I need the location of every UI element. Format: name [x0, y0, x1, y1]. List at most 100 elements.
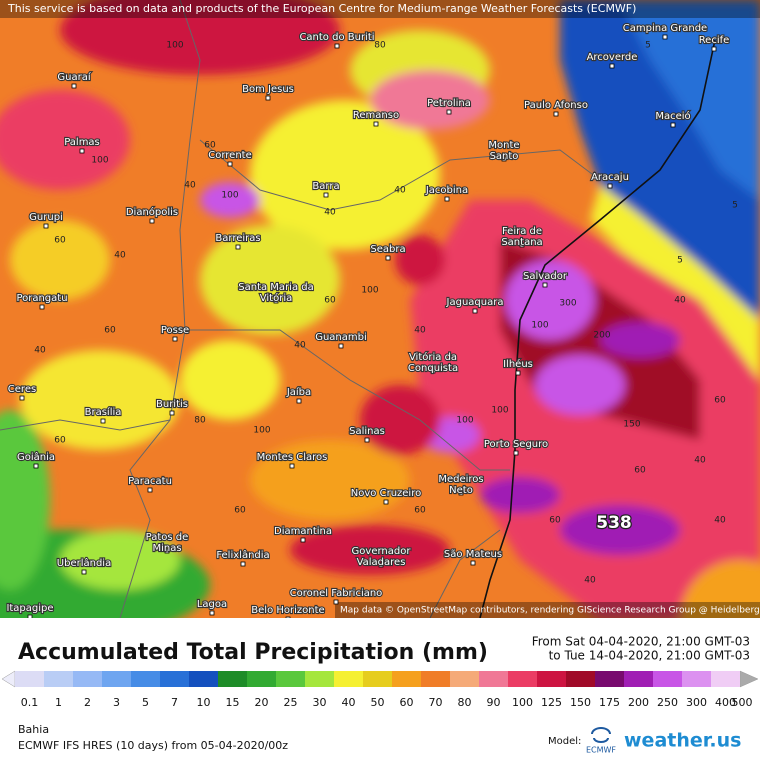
scale-label: 7	[171, 696, 178, 709]
field	[505, 260, 595, 340]
contour-label: 40	[324, 208, 336, 218]
city-label: Medeiros Neto	[438, 474, 483, 496]
city-dot	[458, 490, 464, 496]
contour-label: 100	[91, 156, 108, 166]
city-label: Campina Grande	[623, 23, 707, 34]
field	[680, 560, 760, 618]
color-scale: 0.1 1 2 3 5 7 10 15 20 25 30 40 50 60 70 80 90 100 125 150 1…	[15, 671, 753, 709]
city-dot	[670, 122, 676, 128]
contour-label: 60	[54, 436, 66, 446]
contour-label: 60	[204, 141, 216, 151]
city-dot	[364, 437, 370, 443]
city-dot	[513, 450, 519, 456]
city-dot	[43, 223, 49, 229]
period-start: From Sat 04-04-2020, 21:00 GMT-03	[532, 635, 750, 649]
scale-box	[102, 671, 131, 687]
city-label: Jaguaquara	[446, 297, 504, 308]
field	[60, 530, 180, 590]
contour-label: 40	[584, 576, 596, 586]
scale-box	[218, 671, 247, 687]
city-dot	[334, 43, 340, 49]
city-label: Coronel Fabriciano	[290, 588, 383, 599]
contour-label: 40	[394, 186, 406, 196]
contour-label: 80	[374, 41, 386, 51]
city-dot	[296, 398, 302, 404]
scale-box	[131, 671, 160, 687]
city-label: Montes Claros	[257, 452, 328, 463]
city-dot	[444, 196, 450, 202]
border	[429, 529, 501, 618]
city-dot	[378, 562, 384, 568]
city-label: Buritis	[156, 399, 188, 410]
field	[0, 410, 50, 590]
city-dot	[39, 304, 45, 310]
border	[199, 139, 601, 211]
city-label: Posse	[161, 325, 189, 336]
contour-label: 200	[593, 331, 610, 341]
brand-logo[interactable]: weather.us	[624, 730, 741, 752]
legend-title: Accumulated Total Precipitation (mm)	[18, 640, 488, 665]
city-label: Arcoverde	[587, 52, 638, 63]
city-label: Salvador	[523, 271, 568, 282]
scale-label: 5	[142, 696, 149, 709]
scale-box	[160, 671, 189, 687]
contour-label: 40	[34, 346, 46, 356]
contour-labels: 60 100 80 40 60 100 40 60 40 80 100 60 40 40 60 100 60 30…	[34, 41, 738, 586]
city-dot	[385, 255, 391, 261]
contour-label: 60	[104, 326, 116, 336]
ecmwf-logo-text: ECMWF	[586, 746, 616, 755]
contour-label: 5	[677, 256, 683, 266]
field	[20, 350, 180, 450]
city-label: Diamantina	[274, 526, 332, 537]
city-label: Paulo Afonso	[524, 100, 588, 111]
city-dot	[227, 161, 233, 167]
contour-label: 60	[549, 516, 561, 526]
ocean-field	[620, 0, 760, 200]
city-dot	[446, 109, 452, 115]
scale-label: 30	[313, 696, 327, 709]
scale-label: 125	[541, 696, 562, 709]
scale-box	[276, 671, 305, 687]
scale-label: 10	[197, 696, 211, 709]
city-label: Palmas	[64, 137, 100, 148]
scale-box	[363, 671, 392, 687]
city-label: Vitória da Conquista	[408, 351, 458, 374]
city-dot	[519, 242, 525, 248]
city-dot	[147, 487, 153, 493]
scale-box	[421, 671, 450, 687]
scale-label: 200	[628, 696, 649, 709]
city-label: Remanso	[353, 110, 399, 121]
city-label: Feira de Santana	[501, 226, 542, 248]
city-dot	[79, 148, 85, 154]
notice-bar	[0, 0, 760, 18]
contour-label: 300	[559, 299, 576, 309]
contour-label: 100	[221, 191, 238, 201]
contour-label: 100	[166, 41, 183, 51]
city-dot	[373, 121, 379, 127]
field	[10, 220, 110, 300]
city-dot	[164, 548, 170, 554]
field	[200, 182, 260, 218]
city-label: Guaraí	[57, 71, 91, 83]
contour-label: 100	[361, 286, 378, 296]
scale-box	[537, 671, 566, 687]
field	[290, 525, 450, 575]
contour-label: 40	[114, 251, 126, 261]
city-dot	[240, 561, 246, 567]
scale-label: 2	[84, 696, 91, 709]
city-label: Porangatu	[16, 293, 67, 304]
contour-label: 100	[531, 321, 548, 331]
city-label: Ilhéus	[503, 358, 533, 370]
city-label: Lagoa	[197, 599, 227, 610]
contour-label: 5	[732, 201, 738, 211]
contour-label: 40	[694, 456, 706, 466]
city-label: Felixlândia	[216, 549, 269, 561]
field	[250, 100, 440, 250]
precipitation-fields	[0, 0, 760, 618]
scale-box	[711, 671, 740, 687]
scale-box	[247, 671, 276, 687]
city-dot	[383, 499, 389, 505]
scale-box	[334, 671, 363, 687]
contour-label: 80	[194, 416, 206, 426]
